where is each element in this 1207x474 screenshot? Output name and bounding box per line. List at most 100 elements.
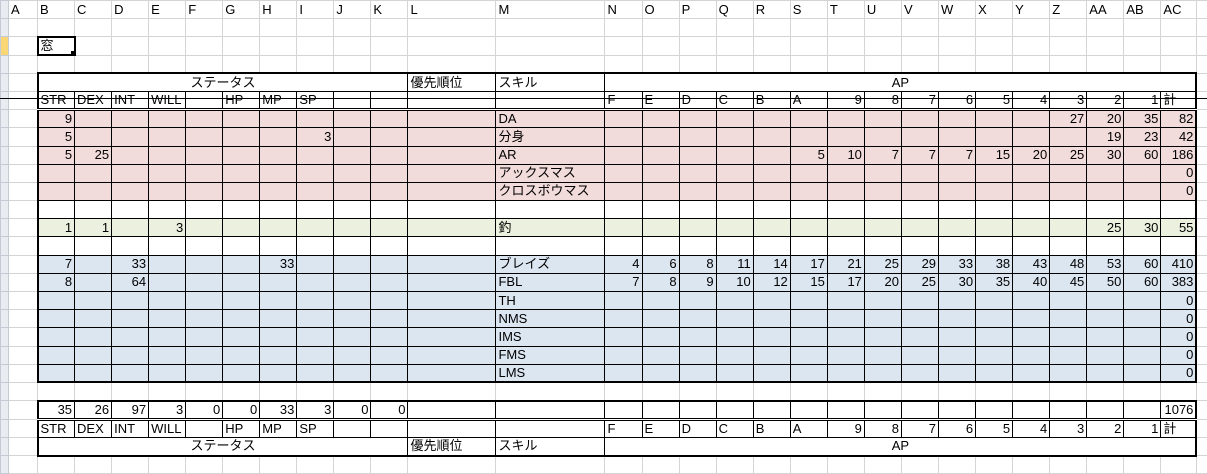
ap-value[interactable]: 60 bbox=[1124, 255, 1161, 273]
stat-value[interactable] bbox=[371, 273, 408, 291]
cell[interactable] bbox=[75, 456, 112, 474]
column-header[interactable]: G bbox=[223, 1, 260, 19]
stat-value[interactable] bbox=[371, 328, 408, 346]
ap-value[interactable]: 30 bbox=[1124, 219, 1161, 237]
ap-value[interactable] bbox=[716, 182, 753, 200]
ap-value[interactable]: 25 bbox=[1050, 146, 1087, 164]
cell[interactable] bbox=[223, 55, 260, 73]
stat-value[interactable] bbox=[38, 182, 75, 200]
stat-value[interactable] bbox=[38, 164, 75, 182]
skill-name[interactable]: TH bbox=[496, 292, 605, 310]
ap-value[interactable]: 30 bbox=[1087, 146, 1124, 164]
cell[interactable] bbox=[186, 382, 223, 400]
priority-value[interactable] bbox=[408, 128, 496, 146]
column-header[interactable]: X bbox=[976, 1, 1013, 19]
stat-value[interactable] bbox=[75, 310, 112, 328]
stat-value[interactable] bbox=[297, 110, 334, 128]
ap-value[interactable] bbox=[1087, 164, 1124, 182]
cell[interactable] bbox=[334, 37, 371, 55]
cell[interactable] bbox=[9, 401, 38, 420]
cell[interactable] bbox=[334, 19, 371, 37]
stat-total[interactable]: 0 bbox=[371, 401, 408, 420]
ap-value[interactable]: 60 bbox=[1124, 146, 1161, 164]
cell[interactable] bbox=[1196, 292, 1207, 310]
cell[interactable] bbox=[1013, 55, 1050, 73]
ap-value[interactable] bbox=[679, 219, 716, 237]
cell[interactable] bbox=[149, 382, 186, 400]
stat-value[interactable] bbox=[112, 110, 149, 128]
ap-value[interactable] bbox=[901, 219, 938, 237]
stat-value[interactable] bbox=[334, 128, 371, 146]
ap-value[interactable] bbox=[864, 310, 901, 328]
cell[interactable] bbox=[38, 55, 75, 73]
stat-value[interactable] bbox=[186, 110, 223, 128]
ap-value[interactable] bbox=[939, 310, 976, 328]
stat-value[interactable] bbox=[371, 128, 408, 146]
ap-value[interactable] bbox=[753, 128, 790, 146]
ap-value[interactable] bbox=[605, 219, 642, 237]
ap-value[interactable] bbox=[1087, 237, 1124, 255]
stat-value[interactable] bbox=[149, 328, 186, 346]
stat-value[interactable] bbox=[75, 237, 112, 255]
cell[interactable] bbox=[976, 382, 1013, 400]
active-cell[interactable]: 窓 bbox=[38, 37, 75, 55]
ap-value[interactable] bbox=[976, 219, 1013, 237]
cell[interactable] bbox=[1196, 255, 1207, 273]
cell[interactable] bbox=[716, 55, 753, 73]
ap-value[interactable] bbox=[827, 182, 864, 200]
cell[interactable] bbox=[827, 382, 864, 400]
stat-value[interactable] bbox=[297, 146, 334, 164]
stat-value[interactable] bbox=[149, 128, 186, 146]
stat-value[interactable] bbox=[371, 255, 408, 273]
ap-value[interactable] bbox=[790, 201, 827, 219]
cell[interactable] bbox=[260, 19, 297, 37]
stat-value[interactable] bbox=[149, 292, 186, 310]
cell[interactable] bbox=[149, 19, 186, 37]
cell[interactable] bbox=[1196, 37, 1207, 55]
stat-value[interactable] bbox=[149, 310, 186, 328]
ap-value[interactable] bbox=[790, 364, 827, 382]
skill-name[interactable]: 分身 bbox=[496, 128, 605, 146]
cell[interactable] bbox=[864, 55, 901, 73]
ap-value[interactable] bbox=[976, 128, 1013, 146]
cell[interactable] bbox=[1050, 401, 1087, 420]
stat-value[interactable] bbox=[334, 182, 371, 200]
stat-value[interactable] bbox=[334, 310, 371, 328]
column-header[interactable]: K bbox=[371, 1, 408, 19]
cell[interactable] bbox=[75, 55, 112, 73]
cell[interactable] bbox=[605, 19, 642, 37]
ap-value[interactable]: 8 bbox=[679, 255, 716, 273]
ap-value[interactable] bbox=[864, 292, 901, 310]
row-header[interactable] bbox=[1, 401, 9, 420]
row-header[interactable] bbox=[1, 328, 9, 346]
skill-name[interactable]: NMS bbox=[496, 310, 605, 328]
stat-value[interactable] bbox=[38, 364, 75, 382]
cell[interactable] bbox=[605, 55, 642, 73]
priority-value[interactable] bbox=[408, 201, 496, 219]
stat-value[interactable] bbox=[223, 164, 260, 182]
column-header[interactable]: AA bbox=[1087, 1, 1124, 19]
cell[interactable] bbox=[864, 19, 901, 37]
cell[interactable] bbox=[186, 55, 223, 73]
cell[interactable] bbox=[790, 37, 827, 55]
ap-value[interactable] bbox=[976, 110, 1013, 128]
cell[interactable] bbox=[827, 55, 864, 73]
row-header[interactable] bbox=[1, 73, 9, 91]
ap-value[interactable] bbox=[605, 201, 642, 219]
stat-value[interactable] bbox=[223, 219, 260, 237]
column-header[interactable]: AB bbox=[1124, 1, 1161, 19]
skill-name[interactable]: DA bbox=[496, 110, 605, 128]
cell[interactable] bbox=[1196, 182, 1207, 200]
row-header[interactable] bbox=[1, 55, 9, 73]
ap-value[interactable] bbox=[605, 182, 642, 200]
ap-value[interactable] bbox=[901, 182, 938, 200]
cell[interactable] bbox=[371, 37, 408, 55]
stat-value[interactable] bbox=[223, 237, 260, 255]
cell[interactable] bbox=[864, 401, 901, 420]
ap-value[interactable] bbox=[939, 201, 976, 219]
stat-value[interactable] bbox=[149, 110, 186, 128]
stat-total[interactable]: 3 bbox=[149, 401, 186, 420]
ap-value[interactable] bbox=[753, 237, 790, 255]
stat-value[interactable] bbox=[223, 182, 260, 200]
cell[interactable] bbox=[408, 401, 496, 420]
